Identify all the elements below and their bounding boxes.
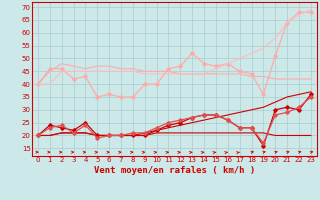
- X-axis label: Vent moyen/en rafales ( km/h ): Vent moyen/en rafales ( km/h ): [94, 166, 255, 175]
